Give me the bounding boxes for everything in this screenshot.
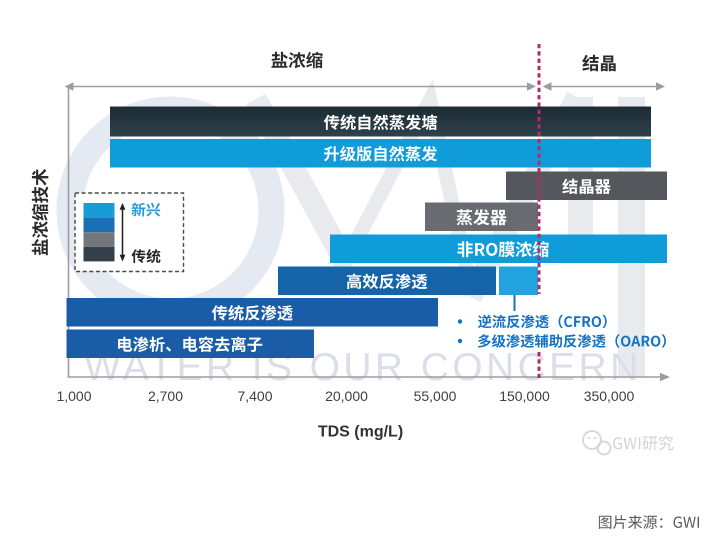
svg-text:55,000: 55,000: [414, 388, 457, 404]
svg-text:2,700: 2,700: [148, 388, 183, 404]
svg-text:350,000: 350,000: [584, 388, 635, 404]
svg-text:150,000: 150,000: [499, 388, 550, 404]
svg-text:20,000: 20,000: [325, 388, 368, 404]
svg-text:7,400: 7,400: [237, 388, 272, 404]
svg-text:1,000: 1,000: [56, 388, 91, 404]
svg-text:TDS (mg/L): TDS (mg/L): [318, 424, 403, 441]
